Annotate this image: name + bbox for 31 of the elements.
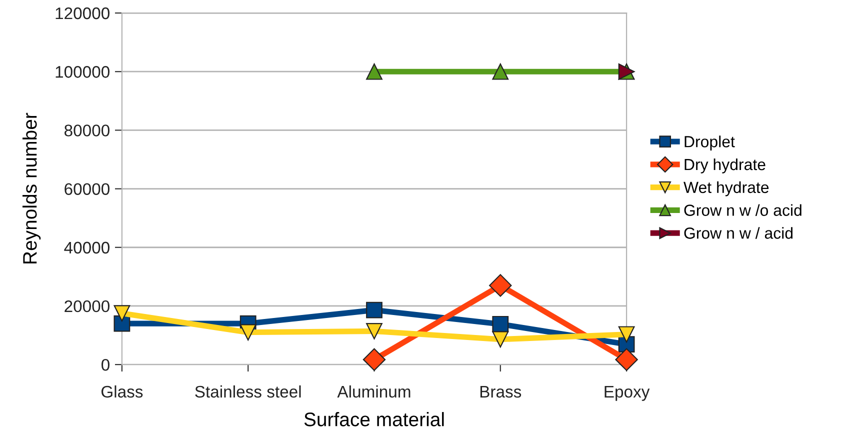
x-tick-label: Brass xyxy=(480,386,522,398)
point xyxy=(240,324,256,341)
legend-label: Dry hydrate xyxy=(684,158,766,174)
point xyxy=(492,316,509,332)
point xyxy=(492,63,509,80)
x-tick-label: Aluminum xyxy=(337,385,410,398)
x-axis-title: Surface material xyxy=(304,412,444,426)
y-tick-label: 0 xyxy=(102,358,110,371)
x-tick-label: Stainless steel xyxy=(195,385,301,398)
legend-label: Droplet xyxy=(684,136,735,150)
point xyxy=(362,348,386,371)
point xyxy=(492,331,509,348)
y-tick-label: 20000 xyxy=(64,300,110,312)
x-tick-label: Glass xyxy=(101,385,143,398)
y-tick-label: 120000 xyxy=(56,7,110,20)
y-tick-label: 100000 xyxy=(56,66,110,78)
point xyxy=(366,302,382,318)
point xyxy=(114,305,130,322)
point xyxy=(615,348,638,371)
y-tick-label: 80000 xyxy=(64,124,110,136)
point xyxy=(366,63,382,80)
y-tick-label: 40000 xyxy=(64,242,110,254)
y-axis-title: Reynolds number xyxy=(22,112,41,264)
point xyxy=(618,326,635,343)
y-tick-label: 60000 xyxy=(64,183,110,195)
point xyxy=(366,322,382,340)
legend-label: Grow n w /o acid xyxy=(684,204,802,216)
point xyxy=(489,274,512,297)
legend-label: Wet hydrate xyxy=(684,181,769,196)
legend-label: Grow n w / acid xyxy=(684,227,792,239)
x-tick-label: Epoxy xyxy=(604,386,650,401)
